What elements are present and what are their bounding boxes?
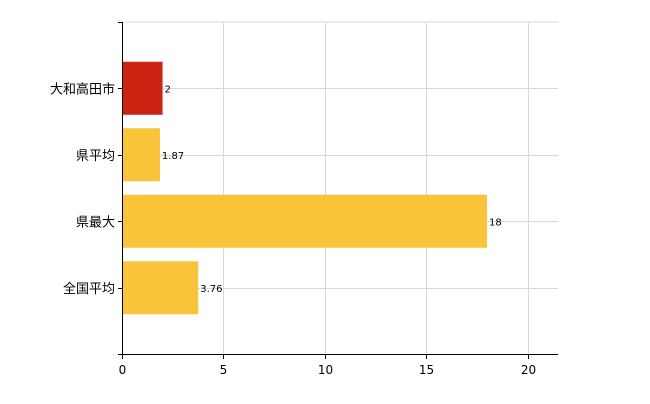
data-label: 3.76: [200, 284, 222, 295]
bar: [122, 261, 199, 315]
x-tick-label: 15: [419, 363, 434, 377]
axes: [118, 22, 558, 359]
x-tick-label: 5: [220, 363, 228, 377]
bars: [122, 61, 488, 315]
data-label: 1.87: [162, 151, 184, 162]
x-tick-label: 20: [521, 363, 536, 377]
bar: [122, 194, 488, 248]
x-tick-label: 0: [119, 363, 127, 377]
data-label: 2: [165, 84, 171, 95]
bar: [122, 128, 160, 182]
x-tick-label: 10: [318, 363, 333, 377]
category-label: 県平均: [76, 149, 115, 164]
category-label: 県最大: [76, 215, 115, 230]
data-label: 18: [489, 217, 502, 228]
labels: 2 大和高田市 1.87 県平均 18 県最大 3.76 全国平均 0 5 10 15 20: [50, 81, 536, 377]
bar: [122, 61, 163, 115]
category-label: 大和高田市: [50, 81, 115, 97]
grid: [122, 21, 558, 354]
category-label: 全国平均: [63, 281, 115, 297]
